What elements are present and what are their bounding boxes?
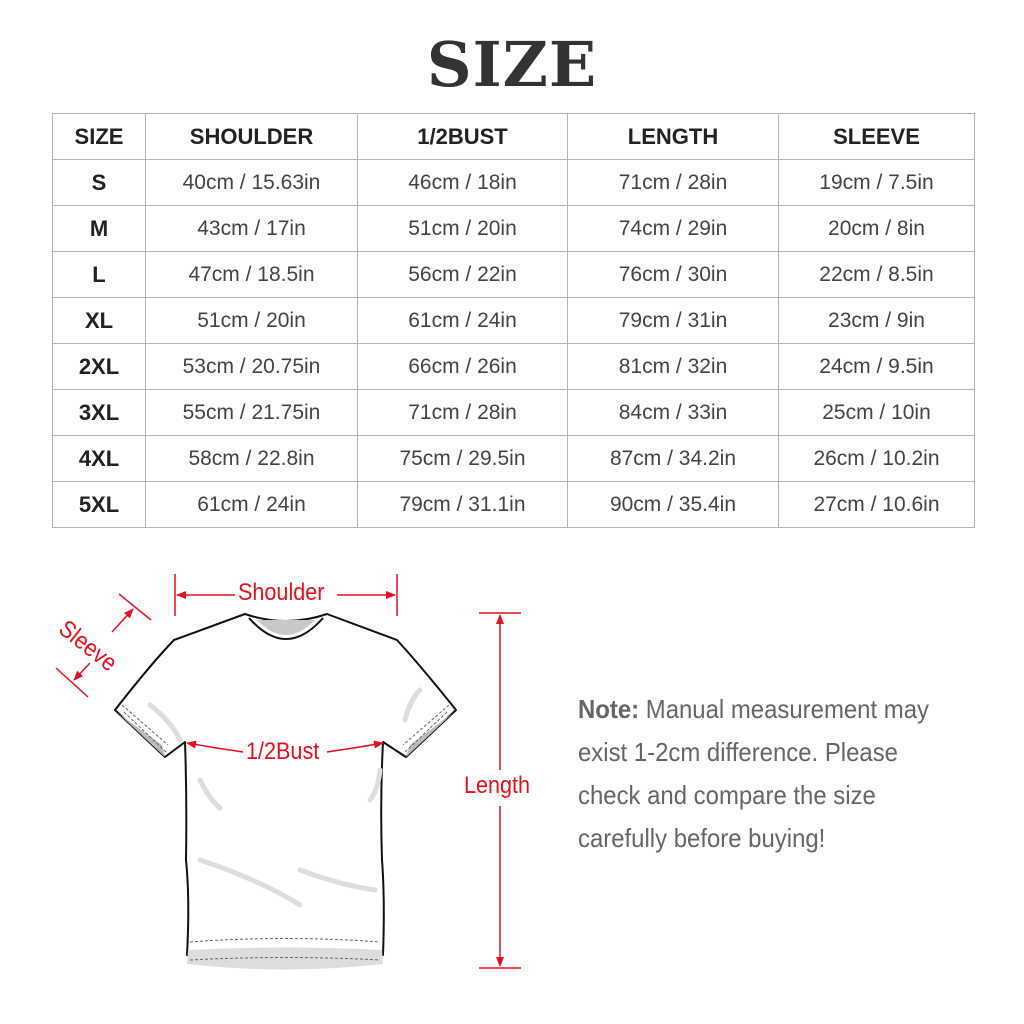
size-cell: 3XL [52, 389, 146, 436]
measurement-cell: 20cm / 8in [778, 205, 975, 252]
note-heading: Note: [578, 694, 640, 724]
note-line: check and compare the size [578, 780, 876, 810]
measurement-cell: 51cm / 20in [357, 205, 568, 252]
measurement-cell: 79cm / 31in [567, 297, 779, 344]
measurement-cell: 56cm / 22in [357, 251, 568, 298]
measurement-cell: 87cm / 34.2in [567, 435, 779, 482]
measurement-cell: 55cm / 21.75in [145, 389, 358, 436]
note-line: Manual measurement may [645, 694, 929, 724]
measurement-cell: 66cm / 26in [357, 343, 568, 390]
table-row: 2XL 53cm / 20.75in 66cm / 26in 81cm / 32in 2… [52, 343, 975, 390]
measurement-cell: 47cm / 18.5in [145, 251, 358, 298]
note-text: Note: Manual measurement may exist 1-2cm… [578, 688, 964, 860]
bust-label: 1/2Bust [246, 738, 320, 765]
measurement-cell: 25cm / 10in [778, 389, 975, 436]
measurement-cell: 23cm / 9in [778, 297, 975, 344]
note-line: carefully before buying! [578, 823, 826, 853]
size-cell: XL [52, 297, 146, 344]
measurement-cell: 76cm / 30in [567, 251, 779, 298]
measurement-cell: 24cm / 9.5in [778, 343, 975, 390]
measurement-cell: 27cm / 10.6in [778, 481, 975, 528]
column-header: LENGTH [567, 113, 779, 160]
measurement-cell: 46cm / 18in [357, 159, 568, 206]
measurement-cell: 19cm / 7.5in [778, 159, 975, 206]
measurement-cell: 71cm / 28in [567, 159, 779, 206]
measurement-cell: 81cm / 32in [567, 343, 779, 390]
measurement-cell: 75cm / 29.5in [357, 435, 568, 482]
measurement-cell: 58cm / 22.8in [145, 435, 358, 482]
measurement-cell: 84cm / 33in [567, 389, 779, 436]
measurement-cell: 40cm / 15.63in [145, 159, 358, 206]
measurement-cell: 22cm / 8.5in [778, 251, 975, 298]
measurement-lines [55, 574, 521, 969]
column-header: 1/2BUST [357, 113, 568, 160]
shoulder-label: Shoulder [238, 579, 325, 606]
table-header-row: SIZE SHOULDER 1/2BUST LENGTH SLEEVE [52, 113, 975, 160]
note-line: exist 1-2cm difference. Please [578, 737, 898, 767]
measurement-cell: 79cm / 31.1in [357, 481, 568, 528]
table-row: M 43cm / 17in 51cm / 20in 74cm / 29in 20cm /… [52, 205, 975, 252]
measurement-cell: 74cm / 29in [567, 205, 779, 252]
column-header: SIZE [52, 113, 146, 160]
page-title: SIZE [426, 28, 598, 101]
column-header: SLEEVE [778, 113, 975, 160]
tshirt-icon [114, 613, 457, 970]
measurement-cell: 90cm / 35.4in [567, 481, 779, 528]
measurement-cell: 61cm / 24in [145, 481, 358, 528]
size-cell: S [52, 159, 146, 206]
table-row: 3XL 55cm / 21.75in 71cm / 28in 84cm / 33in 2… [52, 389, 975, 436]
table-row: 4XL 58cm / 22.8in 75cm / 29.5in 87cm / 34.2… [52, 435, 975, 482]
size-table: SIZE SHOULDER 1/2BUST LENGTH SLEEVE S 40cm / … [52, 113, 975, 528]
size-cell: 5XL [52, 481, 146, 528]
measurement-cell: 43cm / 17in [145, 205, 358, 252]
length-label: Length [464, 772, 531, 799]
table-row: 5XL 61cm / 24in 79cm / 31.1in 90cm / 35.4in… [52, 481, 975, 528]
table-row: L 47cm / 18.5in 56cm / 22in 76cm / 30in 22cm… [52, 251, 975, 298]
measurement-cell: 71cm / 28in [357, 389, 568, 436]
table-row: S 40cm / 15.63in 46cm / 18in 71cm / 28in 19c… [52, 159, 975, 206]
